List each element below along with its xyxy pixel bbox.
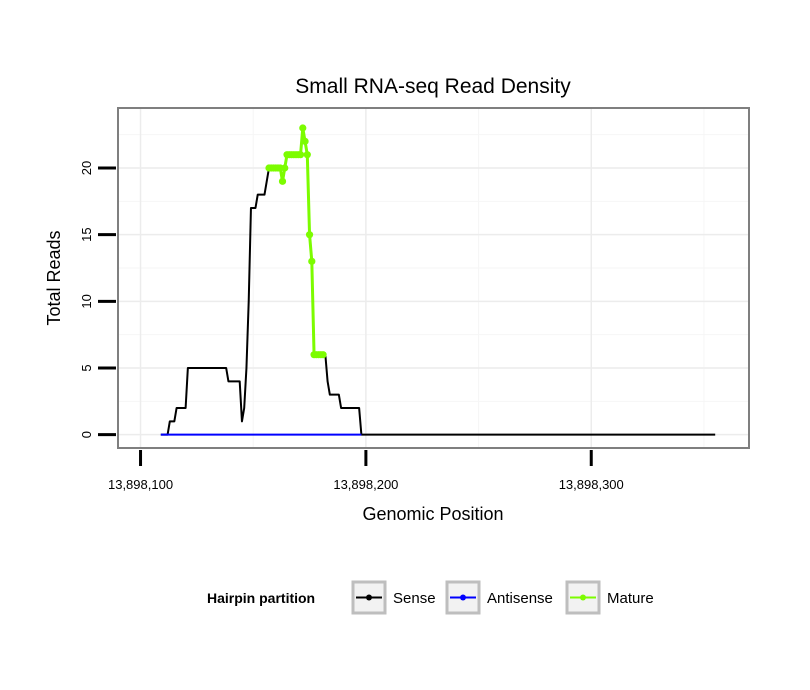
x-tick-label: 13,898,200 — [333, 477, 398, 492]
legend-label-sense: Sense — [393, 590, 436, 607]
legend-label-antisense: Antisense — [487, 590, 553, 607]
series-point-mature — [299, 124, 307, 132]
series-point-mature — [319, 351, 327, 359]
series-point-mature — [303, 151, 311, 159]
y-tick-label: 5 — [79, 364, 94, 371]
y-tick-label: 20 — [79, 161, 94, 175]
series-point-mature — [296, 151, 305, 159]
legend-key-point-mature — [580, 594, 586, 601]
series-point-mature — [301, 137, 309, 145]
series-point-mature — [281, 164, 289, 172]
legend-title: Hairpin partition — [207, 590, 315, 606]
x-tick-label: 13,898,300 — [559, 477, 624, 492]
x-axis: 13,898,100 13,898,200 13,898,300 — [108, 450, 624, 492]
y-tick-label: 0 — [79, 431, 94, 438]
y-axis-label: Total Reads — [44, 230, 64, 325]
plot-border — [117, 107, 750, 449]
series-point-mature — [278, 177, 287, 185]
legend-key-point-sense — [366, 594, 372, 601]
x-axis-label: Genomic Position — [362, 504, 503, 524]
series-layer — [160, 124, 716, 436]
legend-key-point-antisense — [460, 594, 466, 601]
legend-label-mature: Mature — [607, 590, 654, 607]
y-axis: 0 5 10 15 20 — [79, 161, 116, 438]
y-tick-label: 15 — [79, 227, 94, 241]
plot-panel — [118, 108, 749, 448]
x-tick-label: 13,898,100 — [108, 477, 173, 492]
series-point-mature — [305, 231, 314, 239]
chart-title: Small RNA-seq Read Density — [295, 75, 571, 98]
legend: Hairpin partition Sense Antisense Mature — [207, 580, 654, 615]
series-point-mature — [308, 257, 316, 265]
y-tick-label: 10 — [79, 294, 94, 308]
grid-minor — [118, 108, 749, 448]
